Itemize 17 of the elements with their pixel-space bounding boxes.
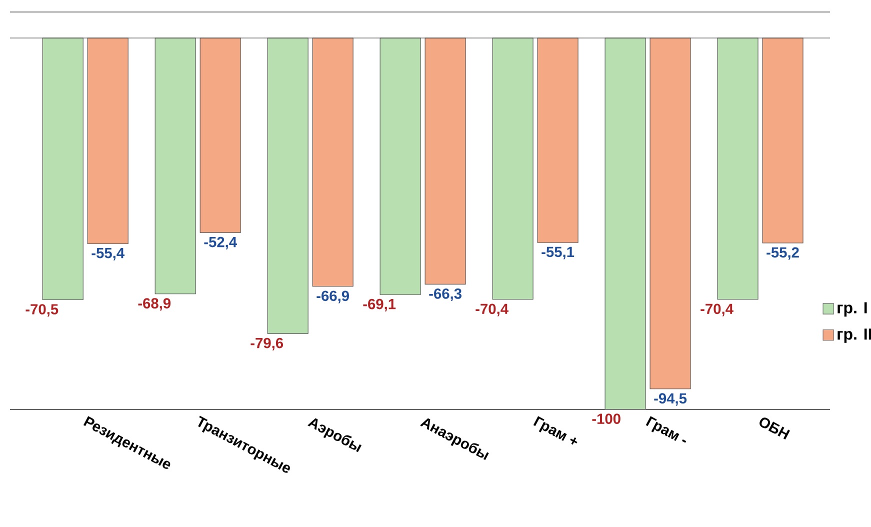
data-label: -55,1 <box>542 247 574 260</box>
legend-label: гр. I <box>838 302 867 317</box>
data-label: -94,5 <box>654 393 687 406</box>
x-tick-label: ОБН <box>760 418 790 440</box>
data-label: -70,4 <box>700 304 734 316</box>
data-label: -70,4 <box>476 304 508 316</box>
data-label: -55,2 <box>766 247 799 260</box>
data-label: -70,5 <box>26 304 58 317</box>
legend-label: гр. II <box>838 328 871 344</box>
data-label: -68,9 <box>138 298 171 311</box>
data-label: -69,1 <box>363 299 396 312</box>
data-label: -66,3 <box>429 288 462 302</box>
data-label: -66,9 <box>316 290 349 304</box>
data-label: -55,4 <box>92 248 124 261</box>
data-label: -52,4 <box>204 237 237 250</box>
data-label: -79,6 <box>250 338 284 351</box>
data-label: -100 <box>592 414 620 424</box>
